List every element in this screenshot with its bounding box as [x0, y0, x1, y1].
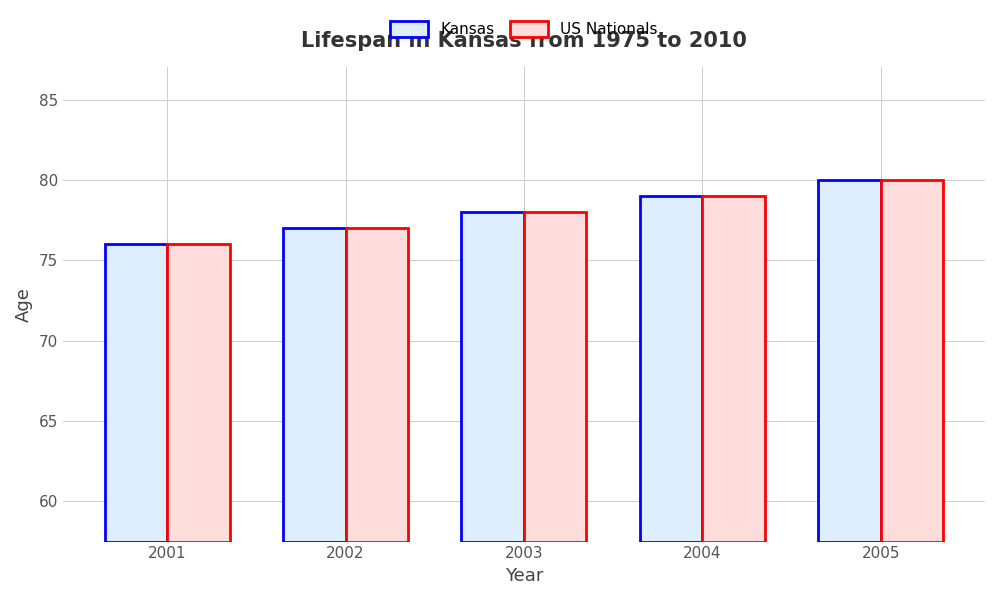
Bar [702, 196, 765, 542]
X-axis label: Year: Year [505, 567, 543, 585]
Bar [461, 212, 524, 542]
Bar [346, 228, 408, 542]
Bar [818, 180, 881, 542]
Y-axis label: Age: Age [15, 287, 33, 322]
Bar [640, 196, 702, 542]
Legend: Kansas, US Nationals: Kansas, US Nationals [382, 13, 665, 44]
Bar [524, 212, 586, 542]
Bar [105, 244, 167, 542]
Bar [881, 180, 943, 542]
Title: Lifespan in Kansas from 1975 to 2010: Lifespan in Kansas from 1975 to 2010 [301, 31, 747, 50]
Bar [167, 244, 230, 542]
Bar [283, 228, 346, 542]
